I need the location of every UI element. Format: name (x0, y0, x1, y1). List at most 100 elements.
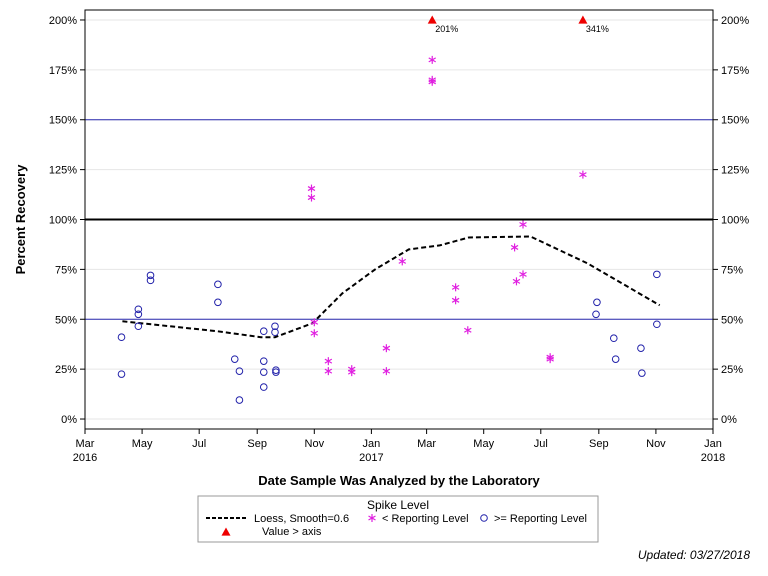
x-tick-year: 2016 (73, 452, 97, 464)
above-reporting-point (117, 333, 126, 342)
below-reporting-point (512, 277, 521, 286)
y-tick-label-right: 175% (721, 65, 749, 77)
above-reporting-point (134, 305, 143, 314)
above-reporting-point (271, 322, 279, 331)
above-reporting-point (259, 383, 268, 391)
x-tick-label: Mar (76, 438, 95, 450)
x-tick-year: 2017 (359, 452, 383, 464)
above-reporting-point (653, 320, 661, 329)
above-reporting-point (593, 298, 601, 307)
above-reporting-point (653, 270, 661, 279)
y-tick-label-left: 200% (49, 15, 77, 27)
below-reporting-point (347, 368, 356, 377)
below-reporting-point (510, 243, 519, 252)
x-tick-label: Jul (534, 438, 548, 450)
above-reporting-point (609, 334, 618, 343)
below-reporting-point (579, 170, 587, 179)
x-tick-label: May (473, 438, 494, 450)
x-tick-label: May (132, 438, 153, 450)
y-tick-label-left: 125% (49, 165, 77, 177)
above-reporting-point (272, 368, 280, 376)
y-tick-label-right: 100% (721, 215, 749, 227)
legend-label: Value > axis (262, 526, 322, 538)
below-reporting-point (451, 296, 460, 305)
above-reporting-point (117, 370, 126, 378)
below-reporting-point (464, 326, 472, 335)
y-tick-label-left: 150% (49, 115, 77, 127)
loess-line (122, 235, 661, 339)
value-above-axis-label: 201% (435, 24, 458, 34)
y-tick-label-left: 100% (49, 215, 77, 227)
below-reporting-point (428, 55, 437, 64)
x-tick-label: Jan (704, 438, 722, 450)
above-reporting-point (259, 357, 268, 365)
above-reporting-point (259, 327, 268, 336)
below-reporting-point (428, 77, 437, 86)
below-reporting-point (451, 283, 460, 292)
value-above-axis-label: 341% (586, 24, 609, 34)
x-tick-label: Jul (192, 438, 206, 450)
legend-symbol-circle (480, 514, 488, 522)
below-reporting-point (546, 355, 554, 364)
above-reporting-point (272, 366, 280, 374)
above-reporting-point (259, 368, 268, 376)
y-tick-label-right: 200% (721, 15, 749, 27)
above-reporting-point (230, 355, 239, 363)
below-reporting-point (310, 329, 319, 338)
above-reporting-point (235, 367, 244, 375)
x-tick-label: Nov (646, 438, 666, 450)
updated-note: Updated: 03/27/2018 (637, 548, 750, 562)
x-tick-label: Sep (589, 438, 609, 450)
y-tick-label-right: 125% (721, 165, 749, 177)
above-reporting-point (611, 355, 620, 363)
below-reporting-point (324, 357, 333, 366)
x-axis-label: Date Sample Was Analyzed by the Laborato… (258, 473, 540, 488)
below-reporting-point (307, 184, 316, 193)
above-reporting-point (271, 328, 279, 337)
legend-title: Spike Level (367, 498, 429, 512)
y-tick-label-left: 175% (49, 65, 77, 77)
above-reporting-point (214, 280, 222, 289)
x-tick-label: Jan (363, 438, 381, 450)
legend-label: >= Reporting Level (494, 513, 587, 525)
below-reporting-point (398, 257, 407, 266)
value-above-axis-point (578, 15, 588, 24)
y-tick-label-right: 50% (721, 314, 743, 326)
above-reporting-point (146, 271, 155, 280)
y-tick-label-right: 0% (721, 414, 737, 426)
y-tick-label-left: 50% (55, 314, 77, 326)
below-reporting-point (382, 367, 391, 376)
above-reporting-point (637, 344, 645, 352)
below-reporting-point (324, 367, 333, 376)
below-reporting-point (310, 318, 319, 327)
above-reporting-point (214, 298, 222, 307)
y-tick-label-right: 75% (721, 264, 743, 276)
x-tick-year: 2018 (701, 452, 725, 464)
legend-box (197, 495, 599, 543)
legend-label: < Reporting Level (382, 513, 469, 525)
below-reporting-point (307, 193, 316, 202)
y-tick-label-left: 0% (61, 414, 77, 426)
legend-label: Loess, Smooth=0.6 (254, 513, 349, 525)
y-tick-label-left: 75% (55, 264, 77, 276)
y-tick-label-right: 25% (721, 364, 743, 376)
legend-symbol-asterisk (368, 514, 376, 522)
below-reporting-point (382, 344, 391, 353)
above-reporting-point (134, 322, 143, 331)
y-tick-label-right: 150% (721, 115, 749, 127)
x-tick-label: Mar (417, 438, 436, 450)
y-axis-label: Percent Recovery (13, 164, 28, 275)
below-reporting-point (519, 220, 527, 229)
above-reporting-point (146, 276, 155, 285)
x-tick-label: Sep (247, 438, 267, 450)
legend-symbol-triangle (221, 527, 231, 536)
x-tick-label: Nov (305, 438, 325, 450)
below-reporting-point (519, 270, 527, 279)
above-reporting-point (638, 369, 646, 377)
value-above-axis-point (427, 15, 437, 24)
above-reporting-point (134, 310, 143, 319)
above-reporting-point (235, 396, 244, 404)
above-reporting-point (592, 310, 600, 319)
y-tick-label-left: 25% (55, 364, 77, 376)
